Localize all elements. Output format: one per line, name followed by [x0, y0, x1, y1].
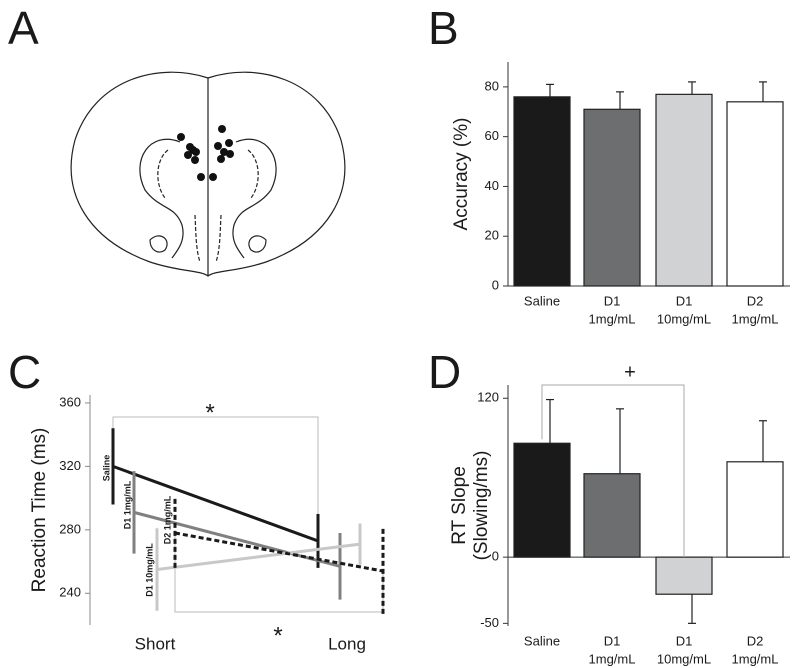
y-tick-label: 280	[59, 521, 81, 536]
x-tick-label: Short	[135, 634, 176, 653]
x-tick-label: D1	[676, 633, 693, 648]
bar	[583, 108, 641, 287]
y-tick-label: 360	[59, 394, 81, 409]
y-tick-label: 240	[59, 585, 81, 600]
series-line	[174, 531, 384, 573]
series-label: D2 1mg/mL	[162, 495, 172, 544]
x-tick-label: Saline	[524, 293, 560, 308]
x-tick-label: D2	[747, 633, 764, 648]
x-tick-label: 10mg/mL	[657, 651, 711, 666]
y-axis-label: Accuracy (%)	[451, 118, 472, 231]
annotation: *	[273, 622, 282, 649]
x-tick-label: 1mg/mL	[589, 311, 636, 326]
bar	[583, 473, 641, 558]
significance-bracket	[174, 533, 384, 613]
bar	[513, 442, 571, 558]
bar	[655, 93, 713, 287]
x-tick-label: D1	[676, 293, 693, 308]
series-line	[156, 542, 361, 571]
bar	[513, 96, 571, 287]
brain-diagram	[70, 71, 346, 277]
y-axis-label: RT Slope	[449, 466, 470, 545]
y-tick-label: 40	[485, 178, 499, 193]
bar	[726, 461, 784, 558]
significance-bracket	[541, 384, 685, 558]
series-label: Saline	[101, 455, 111, 482]
y-tick-label: 0	[492, 277, 499, 292]
x-tick-label: 1mg/mL	[589, 651, 636, 666]
y-tick-label: 320	[59, 458, 81, 473]
y-tick-label: 20	[485, 228, 499, 243]
panel-label: C	[8, 346, 41, 398]
y-axis-label: Reaction Time (ms)	[29, 428, 50, 593]
bar	[726, 101, 784, 287]
x-tick-label: Saline	[524, 633, 560, 648]
annotation: +	[624, 361, 636, 383]
panel-label: B	[428, 2, 459, 54]
panel-label: A	[8, 2, 39, 54]
y-tick-label: 60	[485, 128, 499, 143]
x-tick-label: 10mg/mL	[657, 311, 711, 326]
y-tick-label: 0	[492, 549, 499, 564]
annotation: *	[205, 399, 214, 426]
panel-label: D	[428, 346, 461, 398]
series-line	[112, 464, 319, 543]
series-label: D1 10mg/mL	[144, 543, 154, 597]
y-tick-label: 120	[477, 390, 499, 405]
x-tick-label: D1	[604, 293, 621, 308]
x-tick-label: D2	[747, 293, 764, 308]
bar	[655, 556, 713, 595]
x-tick-label: 1mg/mL	[732, 651, 779, 666]
y-tick-label: 80	[485, 78, 499, 93]
x-tick-label: 1mg/mL	[732, 311, 779, 326]
x-tick-label: Long	[328, 634, 366, 653]
y-axis-label: (Slowing/ms)	[471, 451, 492, 561]
series-label: D1 1mg/mL	[122, 480, 132, 529]
y-tick-label: -50	[480, 615, 499, 630]
x-tick-label: D1	[604, 633, 621, 648]
